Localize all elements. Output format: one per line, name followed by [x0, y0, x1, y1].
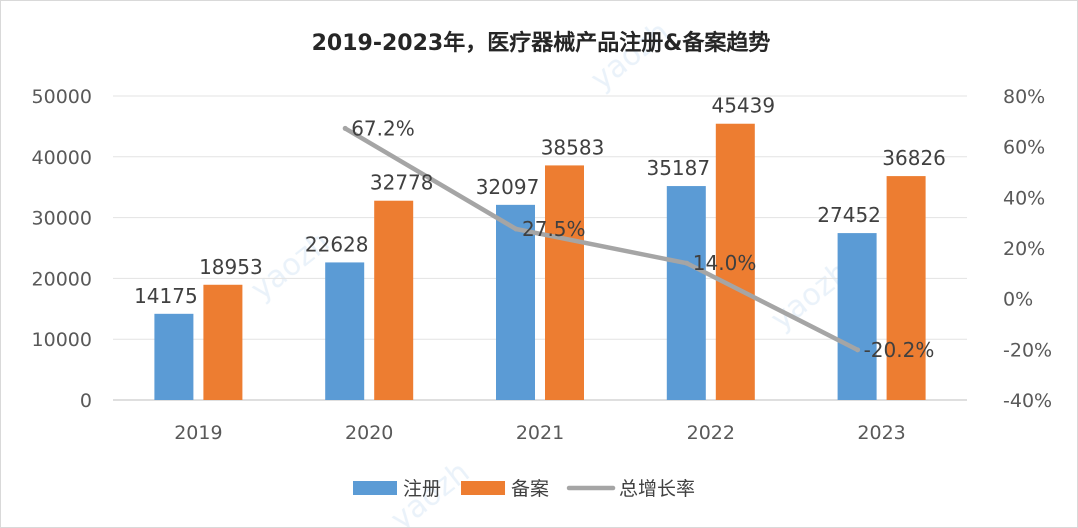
growth-rate-label: 67.2% — [351, 116, 415, 140]
y-tick-label: 30000 — [32, 208, 92, 230]
growth-line-layer — [342, 125, 861, 353]
bar-备案-2019 — [203, 284, 243, 400]
y2-tick-label: 40% — [1003, 187, 1045, 209]
bar-value-label: 35187 — [646, 156, 710, 180]
bar-value-label: 22628 — [305, 232, 369, 256]
y-tick-label: 20000 — [32, 268, 92, 290]
y-tick-label: 50000 — [32, 86, 92, 108]
bar-备案-2021 — [545, 165, 584, 400]
bar-备案-2023 — [886, 176, 926, 400]
growth-rate-point — [513, 226, 519, 232]
x-tick-label: 2019 — [174, 422, 222, 444]
bar-value-label: 32778 — [370, 171, 434, 195]
legend: 注册 备案 总增长率 — [353, 478, 695, 500]
y-tick-label: 40000 — [32, 147, 92, 169]
svg-text:yaozh: yaozh — [584, 15, 676, 98]
gridlines — [113, 95, 967, 401]
x-tick-label: 2023 — [857, 422, 905, 444]
y2-tick-label: 0% — [1003, 289, 1033, 311]
growth-rate-point — [684, 260, 690, 266]
y-tick-label: 10000 — [32, 329, 92, 351]
bar-value-label: 32097 — [476, 175, 540, 199]
growth-rate-line — [342, 126, 860, 353]
x-tick-label: 2021 — [516, 422, 564, 444]
legend-swatch-备案 — [461, 481, 506, 495]
bar-value-label: 14175 — [134, 284, 198, 308]
bar-备案-2020 — [374, 200, 414, 400]
axes-layer: 0 10000 20000 30000 40000 50000 -40% -20% 0% 20% 4… — [32, 86, 1053, 444]
growth-rate-point — [855, 347, 861, 353]
legend-label: 注册 — [403, 478, 441, 500]
x-tick-label: 2020 — [345, 422, 393, 444]
x-tick-label: 2022 — [687, 422, 735, 444]
bar-注册-2023 — [837, 233, 877, 400]
y2-tick-label: -40% — [1003, 390, 1052, 412]
bar-备案-2022 — [715, 123, 755, 400]
bars-layer — [154, 123, 926, 400]
y2-tick-label: 80% — [1003, 86, 1045, 108]
y2-tick-label: 20% — [1003, 238, 1045, 260]
legend-swatch-注册 — [353, 481, 397, 495]
bar-注册-2022 — [666, 186, 706, 400]
y-tick-label: 0 — [80, 390, 92, 412]
bar-注册-2019 — [154, 313, 194, 400]
legend-label: 备案 — [511, 478, 549, 500]
legend-label: 总增长率 — [619, 478, 695, 500]
bar-value-label: 27452 — [817, 203, 881, 227]
bar-value-label: 38583 — [541, 135, 605, 159]
y2-tick-label: 60% — [1003, 137, 1045, 159]
growth-rate-label: 14.0% — [693, 251, 757, 275]
growth-rate-label: 27.5% — [522, 217, 586, 241]
growth-rate-label: -20.2% — [864, 338, 935, 362]
growth-rate-point — [342, 125, 348, 131]
y2-tick-label: -20% — [1003, 339, 1052, 361]
data-labels-layer: 14175 22628 32097 35187 27452 18953 32778 38583… — [134, 94, 946, 362]
bar-注册-2021 — [496, 204, 535, 400]
bar-value-label: 45439 — [711, 94, 775, 118]
bar-value-label: 36826 — [882, 146, 946, 170]
chart-title: 2019-2023年，医疗器械产品注册&备案趋势 — [312, 30, 771, 56]
bar-value-label: 18953 — [199, 255, 263, 279]
bar-注册-2020 — [325, 262, 365, 400]
